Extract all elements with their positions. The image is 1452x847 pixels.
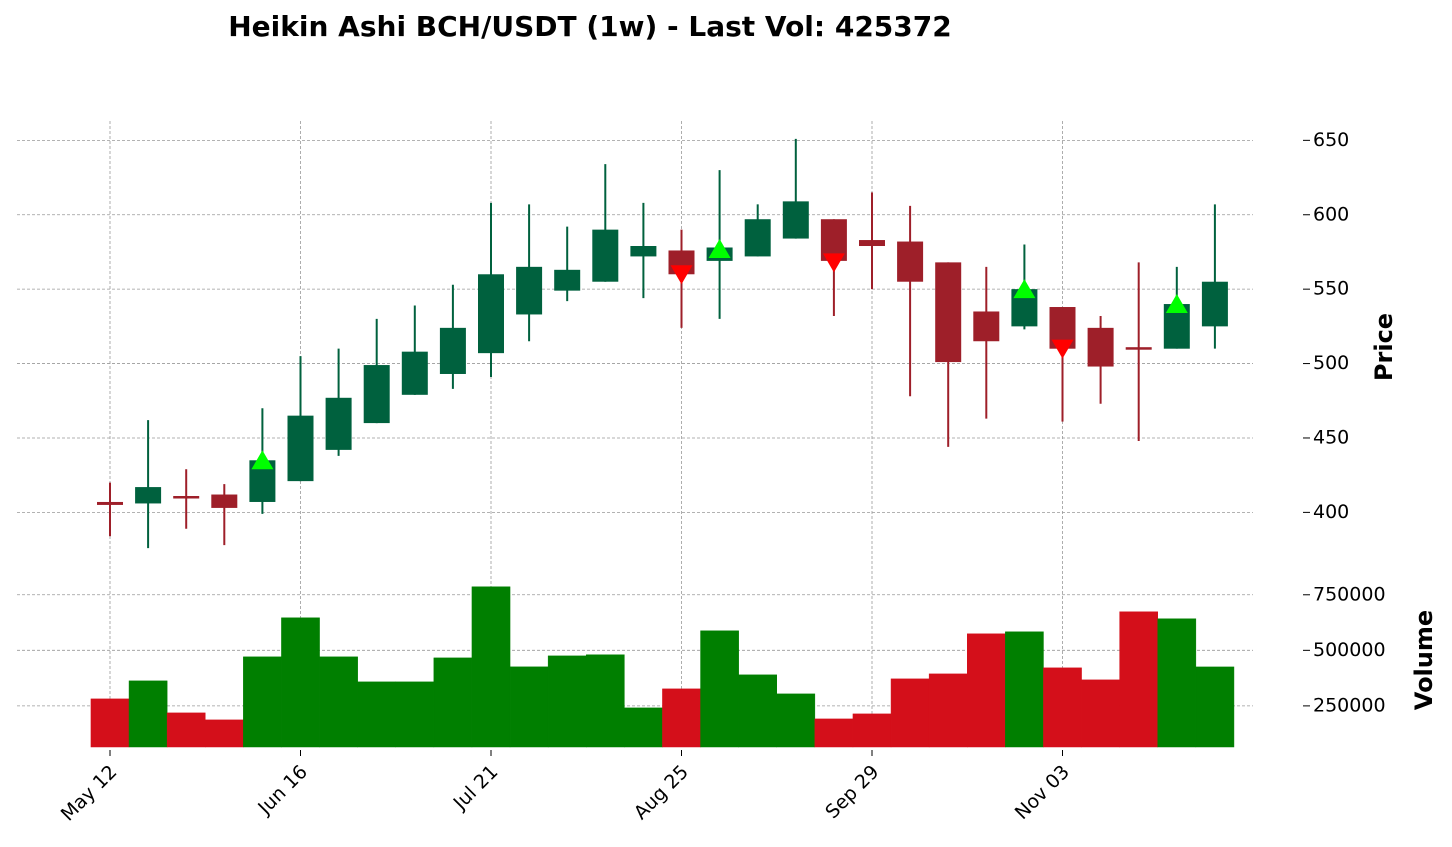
buy-signal (1013, 279, 1036, 299)
volume-bar (1005, 631, 1044, 748)
candle-body (516, 266, 543, 315)
volume-bar (1081, 679, 1120, 748)
volume-bar (166, 712, 206, 748)
chart-title: Heikin Ashi BCH/USDT (1w) - Last Vol: 42… (228, 10, 952, 43)
volume-bar (433, 657, 473, 748)
x-tick-label: May 12 (57, 761, 122, 826)
volume-axis-label: Volume (1410, 610, 1438, 710)
volume-bar (776, 693, 816, 748)
buy-signal (708, 238, 731, 258)
y-tick-label: 750000 (1313, 583, 1386, 605)
volume-bar (1195, 666, 1235, 748)
volume-bar (967, 633, 1006, 748)
buy-signal (251, 450, 274, 470)
volume-bar (1119, 611, 1159, 748)
y-tick-label: 250000 (1313, 694, 1386, 716)
volume-bar (357, 681, 396, 748)
candle-body (973, 311, 1000, 342)
volume-bar (471, 586, 511, 748)
x-tick-label: Aug 25 (630, 761, 693, 824)
sell-signal (822, 253, 845, 273)
y-tick-label: 650 (1313, 129, 1349, 151)
candle-body (782, 201, 809, 239)
x-tick-label: Nov 03 (1011, 761, 1074, 824)
sell-signal (1051, 339, 1074, 359)
volume-bar (90, 698, 130, 748)
candle-body (744, 219, 771, 257)
candle-body (897, 241, 924, 282)
volume-bar (700, 630, 739, 748)
y-tick-label: 550 (1313, 278, 1349, 300)
volume-bar (624, 707, 663, 748)
y-tick-label: 400 (1313, 501, 1349, 523)
volume-bar (509, 666, 549, 748)
volume-bar (128, 680, 168, 748)
buy-signal (1165, 294, 1188, 314)
candle-body (135, 487, 162, 504)
y-tick-label: 450 (1313, 426, 1349, 448)
x-tick-label: Jul 21 (449, 761, 503, 815)
volume-bar (1157, 618, 1197, 748)
volume-bar (205, 719, 244, 748)
candle-body (439, 327, 466, 374)
candle-body (630, 246, 657, 257)
volume-bar (243, 656, 282, 748)
volume-bar (890, 678, 930, 748)
x-tick-label: Sep 29 (821, 761, 883, 823)
x-tick-label: Jun 16 (253, 761, 312, 820)
volume-bar (1043, 667, 1082, 748)
y-tick-label: 600 (1313, 203, 1349, 225)
volume-bar (547, 655, 587, 748)
volume-bar (852, 713, 892, 748)
candle-body (1087, 327, 1114, 367)
y-tick-label: 500000 (1313, 639, 1386, 661)
sell-signal (670, 265, 693, 285)
candle-body (363, 365, 390, 424)
candle-body (97, 501, 123, 505)
volume-bar (738, 674, 778, 748)
candle-body (173, 496, 200, 499)
candle-body (554, 269, 581, 291)
volume-bar (281, 617, 320, 748)
volume-bar (395, 681, 435, 748)
candle-body (211, 494, 238, 508)
volume-bar (928, 673, 968, 748)
candle-body (1125, 347, 1152, 350)
y-tick-label: 500 (1313, 352, 1349, 374)
candle-body (325, 397, 352, 450)
candle-body (935, 262, 962, 363)
candle-body (478, 274, 504, 354)
price-axis-label: Price (1370, 313, 1398, 381)
candle-body (401, 351, 428, 395)
candle-body (592, 229, 619, 282)
volume-bar (814, 718, 854, 748)
candle-body (1201, 281, 1228, 327)
volume-bar (319, 656, 358, 748)
candle-body (859, 240, 885, 247)
volume-bar (662, 688, 701, 748)
candle-body (287, 415, 314, 482)
volume-bar (586, 654, 625, 748)
